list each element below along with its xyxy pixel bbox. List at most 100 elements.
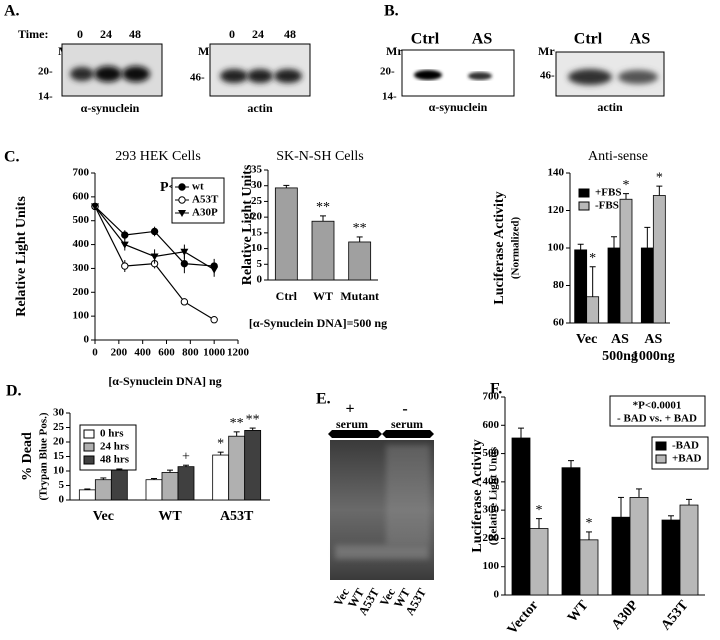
bar: [110, 469, 128, 501]
lane: Ctrl: [574, 31, 603, 48]
x-tick-label-line: 1000ng: [632, 349, 675, 364]
bar: [607, 247, 621, 324]
significance: *: [589, 251, 596, 266]
annotation: *P<0.0001: [633, 400, 682, 412]
x-tick-label: Vec: [576, 332, 597, 347]
bar: [574, 249, 588, 324]
x-tick-label: Vector: [505, 598, 542, 638]
y-tick-label: 400: [73, 238, 90, 250]
y-tick-label: 700: [483, 391, 500, 403]
significance: *: [623, 178, 630, 193]
marker: 14-: [38, 91, 53, 103]
x-axis-label: [α-Synuclein DNA]=500 ng: [249, 316, 387, 330]
legend-swatch: [578, 201, 590, 211]
caption: actin: [247, 101, 273, 115]
marker: [121, 262, 129, 270]
bar: [311, 220, 335, 281]
legend-label: -FBS: [595, 200, 619, 212]
serum-label: serum: [336, 417, 368, 431]
y-tick-label: 0: [59, 494, 65, 506]
legend-swatch: [655, 454, 667, 464]
y-tick-label: 30: [53, 407, 65, 419]
legend-swatch: [655, 441, 667, 451]
x-tick-label: 200: [111, 347, 128, 359]
bar: [244, 429, 262, 501]
panel-label: F.: [490, 381, 502, 398]
x-tick-label: 400: [134, 347, 151, 359]
bar: [177, 466, 195, 501]
y-tick-label: 20: [53, 436, 65, 448]
x-axis-label: [α-Synuclein DNA] ng: [108, 374, 221, 388]
bar: [619, 198, 633, 324]
bar: [679, 504, 699, 596]
chart-title: SK-N-SH Cells: [276, 149, 364, 164]
y-tick-label: 200: [73, 286, 90, 298]
bar: [561, 467, 581, 596]
y-tick-label: 60: [553, 317, 565, 329]
marker: [180, 259, 189, 268]
band: [70, 67, 94, 81]
marker: [150, 253, 159, 261]
x-tick-label: AS 1000ng: [632, 332, 675, 364]
y-axis-label: Luciferase Activity: [492, 191, 507, 304]
mr: Mr: [386, 44, 403, 58]
lane: Ctrl: [411, 31, 440, 48]
y-tick-label: 500: [73, 214, 90, 226]
x-tick-label: Vec: [93, 509, 114, 524]
y-tick-label: 25: [53, 421, 65, 433]
chart-title: 293 HEK Cells: [115, 149, 201, 164]
x-tick-label: AS 500ng: [602, 332, 638, 364]
annotation: - BAD vs. + BAD: [617, 413, 697, 425]
significance: **: [316, 200, 330, 215]
significance: *: [217, 436, 224, 451]
bar: [579, 539, 599, 596]
time: 0: [229, 27, 235, 41]
bar: [348, 241, 372, 281]
bar: [586, 296, 600, 324]
x-tick-label: 800: [182, 347, 199, 359]
significance: +: [182, 449, 190, 464]
marker: [91, 203, 99, 211]
band: [618, 70, 658, 84]
x-tick-label: 1200: [227, 347, 250, 359]
panel-label: D.: [6, 383, 22, 400]
y-tick-label: 0: [494, 589, 500, 601]
y-tick-label: 400: [483, 475, 500, 487]
x-tick-label: A53T: [220, 509, 254, 524]
x-tick-label: 0: [92, 347, 98, 359]
y-tick-label: 25: [251, 195, 263, 207]
marker: [210, 266, 219, 274]
y-tick-label: 20: [251, 211, 263, 223]
legend-label: 0 hrs: [100, 428, 124, 440]
y-tick-label: 0: [84, 334, 90, 346]
band: [122, 66, 150, 82]
y-tick-label: 100: [548, 242, 565, 254]
marker: 14-: [382, 91, 397, 103]
time: 0: [77, 27, 83, 41]
y-tick-label: 600: [483, 419, 500, 431]
y-tick-label: 80: [553, 279, 565, 291]
bar: [161, 472, 179, 501]
time: 24: [252, 27, 264, 41]
bracket: [328, 430, 382, 438]
y-axis-label: Luciferase Activity: [470, 439, 485, 552]
lane-labels: Vec WT A53T Vec WT A53T: [331, 585, 429, 617]
marker: 20-: [38, 66, 53, 78]
significance: **: [353, 221, 367, 236]
x-tick-label-line: AS: [644, 332, 662, 347]
bar: [629, 497, 649, 596]
smear: [335, 545, 429, 559]
time: 48: [129, 27, 141, 41]
marker: [120, 241, 129, 249]
time-label: Time:: [18, 27, 48, 41]
band: [468, 72, 492, 80]
bracket: [382, 430, 434, 438]
y-axis-label: (Trypan Blue Pos.): [38, 412, 50, 500]
legend-marker: [178, 196, 186, 204]
lane: AS: [630, 31, 651, 48]
legend-label: +BAD: [672, 453, 702, 465]
bar: [661, 519, 681, 596]
x-tick-label: 600: [158, 347, 175, 359]
y-tick-label: 35: [251, 164, 263, 176]
